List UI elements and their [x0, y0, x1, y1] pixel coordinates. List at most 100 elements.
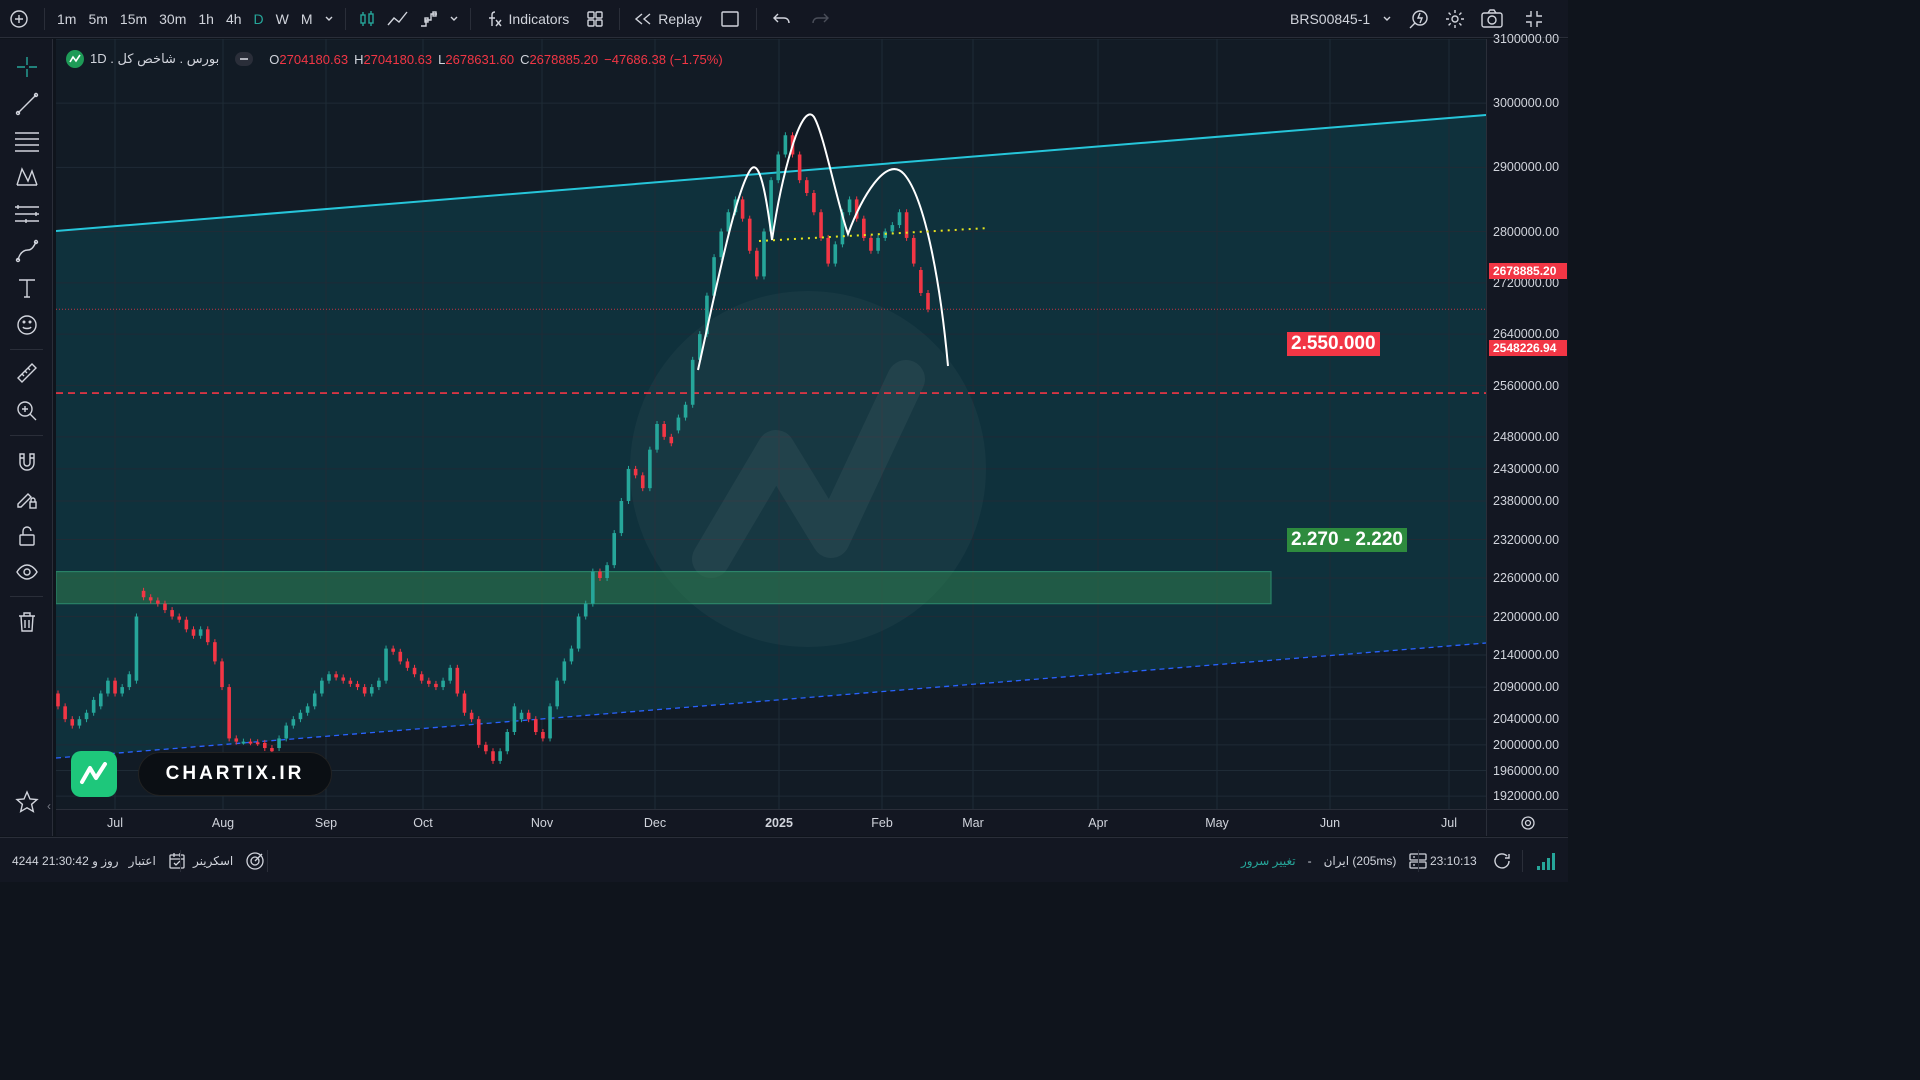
chart-type-dropdown-button[interactable] — [444, 0, 464, 38]
price-tick-label: 3100000.00 — [1493, 32, 1560, 46]
symbol-logo-icon — [66, 50, 84, 68]
change-value: −47686.38 (−1.75%) — [604, 51, 723, 67]
brush-tool[interactable] — [13, 237, 41, 265]
candle-body — [683, 404, 688, 418]
timeframe-30m-button[interactable]: 30m — [159, 10, 187, 27]
step-chart-icon — [420, 10, 437, 27]
candle-body — [248, 741, 253, 744]
text-tool[interactable] — [13, 274, 41, 302]
function-fx-icon — [488, 10, 502, 26]
price-tick-label: 2430000.00 — [1493, 461, 1560, 476]
candle-body — [148, 597, 153, 601]
legend-toggle[interactable] — [235, 52, 254, 66]
quick-search-icon[interactable] — [1408, 8, 1430, 30]
price-axis[interactable]: 1920000.00 1960000.00 2000000.00 2040000.00… — [1486, 32, 1568, 809]
prediction-tool[interactable] — [13, 200, 41, 228]
timeframe-4h-button[interactable]: 4h — [225, 10, 242, 27]
timeframe-d-button[interactable]: D — [253, 10, 264, 27]
price-tick-label: 2260000.00 — [1493, 571, 1560, 585]
candle-body — [655, 424, 659, 450]
gear-icon[interactable] — [1444, 8, 1466, 30]
fullscreen-exit-icon[interactable] — [1524, 9, 1544, 29]
candle-body — [291, 719, 296, 726]
last-price-badge: 2678885.20 — [1489, 263, 1567, 279]
candle-body — [205, 629, 210, 643]
chart-pane[interactable] — [56, 39, 1486, 809]
candles-chart-type-button[interactable] — [352, 0, 382, 38]
candle-body — [56, 693, 60, 707]
candle-body — [619, 501, 624, 534]
price-tick-label: 2140000.00 — [1493, 648, 1560, 662]
candle-body — [676, 417, 681, 431]
price-tick-label: 2000000.00 — [1493, 737, 1560, 752]
price-tick-label: 2380000.00 — [1493, 494, 1560, 508]
add-symbol-button[interactable] — [0, 0, 38, 38]
timeframe-w-button[interactable]: W — [275, 10, 289, 27]
layouts-button[interactable] — [577, 0, 613, 38]
zoom-tool[interactable] — [13, 397, 41, 425]
candle-body — [448, 667, 453, 681]
crosshair-tool[interactable] — [13, 53, 41, 81]
refresh-button[interactable] — [1492, 838, 1512, 883]
indicators-button[interactable]: Indicators — [477, 0, 578, 38]
hide-drawings-tool[interactable] — [13, 558, 41, 586]
price-tick-label: 2090000.00 — [1493, 680, 1560, 695]
rewind-icon — [635, 12, 651, 25]
timeframe-1m-button[interactable]: 1m — [57, 10, 77, 27]
signal-bars-icon — [1537, 852, 1555, 870]
magnet-tool[interactable] — [13, 448, 41, 476]
server-change-link[interactable]: تغییر سرور — [1241, 853, 1296, 868]
candle-body — [726, 212, 731, 232]
timeframe-dropdown-button[interactable] — [319, 0, 339, 38]
candle-body — [833, 244, 838, 264]
stay-in-drawing-tool[interactable] — [13, 485, 41, 513]
fib-tool[interactable] — [13, 127, 41, 155]
candle-body — [184, 619, 189, 630]
upper-trendline — [56, 114, 1486, 232]
compare-button[interactable] — [414, 0, 444, 38]
candle-body — [191, 629, 196, 636]
pattern-tool[interactable] — [13, 163, 41, 191]
candle-body — [263, 742, 267, 749]
replay-button[interactable]: Replay — [626, 0, 710, 38]
remove-drawings-tool[interactable] — [13, 608, 41, 636]
time-axis[interactable]: Jul Aug Sep Oct Nov Dec 2025 Feb Mar Apr May Jun Jul — [56, 809, 1486, 836]
candle-body — [234, 738, 239, 742]
status-divider — [267, 850, 268, 872]
undo-button[interactable] — [763, 0, 801, 38]
emoji-tool[interactable] — [13, 311, 41, 339]
rectangle-button[interactable] — [710, 0, 750, 38]
candle-body — [77, 719, 82, 726]
undo-icon — [772, 13, 790, 23]
timeframe-m-button[interactable]: M — [300, 10, 313, 27]
line-chart-type-button[interactable] — [382, 0, 414, 38]
screener-button[interactable]: اسکرینر — [193, 838, 265, 883]
collapse-toolbar-arrow[interactable]: ‹ — [47, 799, 51, 813]
text-icon — [19, 279, 35, 298]
price-tick-label: 2720000.00 — [1493, 275, 1560, 290]
symbol-title[interactable]: بورس . شاخص کل . 1D — [90, 51, 220, 66]
redo-button[interactable] — [801, 0, 839, 38]
line-price-badge: 2548226.94 — [1489, 340, 1567, 356]
favorites-tool[interactable] — [13, 788, 41, 816]
axis-settings-button[interactable] — [1486, 809, 1568, 836]
candle-body — [469, 712, 474, 720]
forecast-lines-icon — [15, 205, 39, 223]
measure-tool[interactable] — [13, 359, 41, 387]
symbol-selector[interactable]: BRS00845-1 — [1290, 0, 1392, 38]
lock-drawings-tool[interactable] — [13, 522, 41, 550]
candle-body — [862, 218, 866, 238]
timeframe-15m-button[interactable]: 15m — [119, 10, 148, 27]
chartix-logo-icon — [80, 762, 107, 784]
candle-body — [369, 687, 374, 694]
timeframe-5m-button[interactable]: 5m — [88, 10, 108, 27]
price-chart[interactable] — [56, 39, 1486, 809]
brand-watermark: CHARTIX.IR — [138, 752, 332, 796]
candle-body — [334, 674, 338, 678]
camera-icon[interactable] — [1480, 8, 1504, 30]
candle-body — [462, 693, 467, 713]
trend-line-tool[interactable] — [13, 90, 41, 118]
time-tick-label: Jul — [107, 816, 123, 830]
timeframe-1h-button[interactable]: 1h — [198, 10, 214, 27]
candle-body — [120, 687, 124, 694]
